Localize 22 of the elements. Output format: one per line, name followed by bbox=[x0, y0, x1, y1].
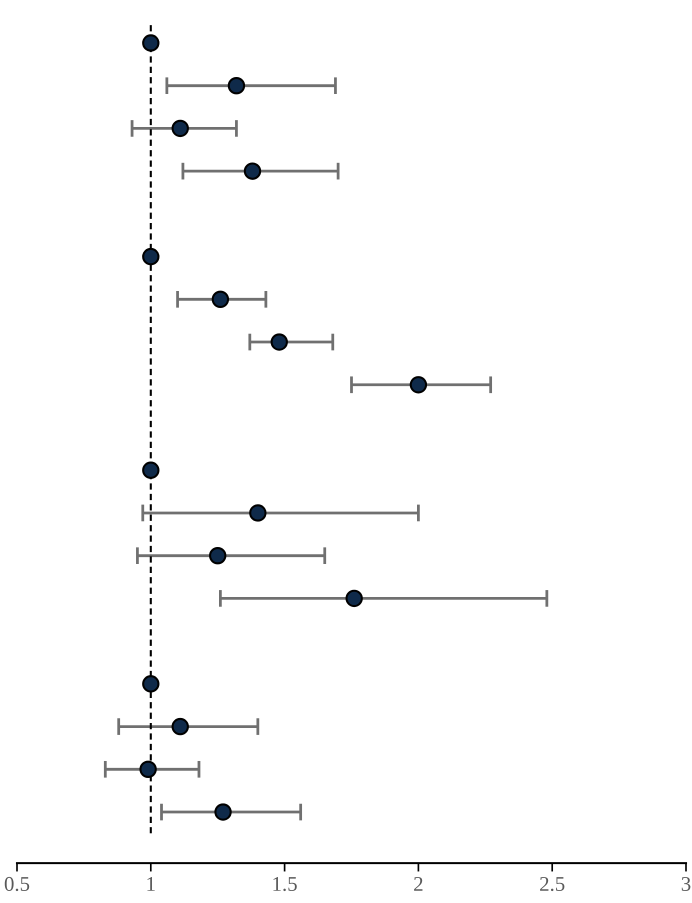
point bbox=[244, 162, 262, 180]
point bbox=[209, 546, 226, 564]
point bbox=[228, 77, 246, 94]
point bbox=[142, 248, 160, 266]
point bbox=[214, 803, 232, 821]
x-tick-label: 2.5 bbox=[540, 876, 564, 892]
point bbox=[142, 675, 160, 693]
point bbox=[139, 760, 157, 778]
point bbox=[410, 376, 428, 394]
point bbox=[270, 333, 288, 351]
point bbox=[172, 120, 189, 138]
x-tick-label: 1 bbox=[147, 877, 155, 891]
point bbox=[142, 462, 160, 479]
point bbox=[142, 34, 160, 52]
x-tick-label: 2 bbox=[414, 876, 422, 891]
x-tick-label: 3 bbox=[682, 876, 690, 891]
point bbox=[212, 290, 230, 308]
point bbox=[345, 590, 363, 608]
x-tick-label: 0.5 bbox=[4, 876, 30, 892]
x-tick-label: 1.5 bbox=[273, 877, 297, 892]
point bbox=[249, 504, 267, 522]
point bbox=[172, 718, 189, 736]
